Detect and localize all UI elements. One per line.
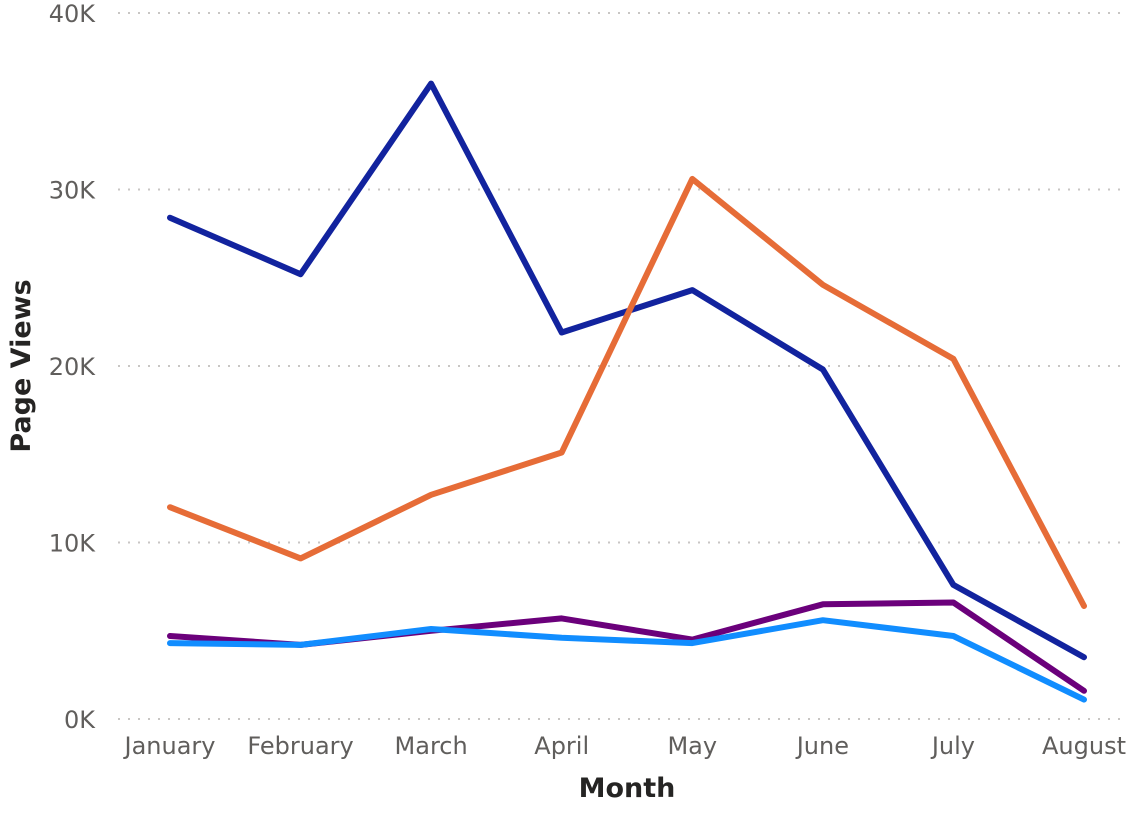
x-tick-label: March [395, 732, 468, 760]
y-tick-label: 20K [49, 353, 97, 381]
series-line-2 [167, 175, 1087, 609]
x-tick-label: February [247, 732, 353, 760]
y-tick-label: 0K [64, 706, 96, 734]
gridlines [118, 12, 1128, 720]
x-tick-label: July [930, 732, 975, 760]
y-tick-label: 10K [49, 530, 97, 558]
y-tick-label: 40K [49, 0, 97, 28]
y-tick-label: 30K [49, 177, 97, 205]
y-axis-tick-labels: 0K 10K 20K 30K 40K [49, 0, 97, 734]
x-axis-title: Month [579, 773, 676, 804]
y-axis-title: Page Views [6, 279, 37, 452]
series-line-4 [167, 617, 1087, 703]
x-tick-label: June [795, 732, 849, 760]
x-tick-label: May [667, 732, 717, 760]
x-tick-label: January [123, 732, 216, 760]
x-tick-label: August [1042, 732, 1126, 760]
x-axis-tick-labels: January February March April May June July Augu… [123, 732, 1126, 760]
series-line-1 [167, 80, 1087, 661]
x-tick-label: April [534, 732, 589, 760]
series-lines [167, 80, 1087, 703]
